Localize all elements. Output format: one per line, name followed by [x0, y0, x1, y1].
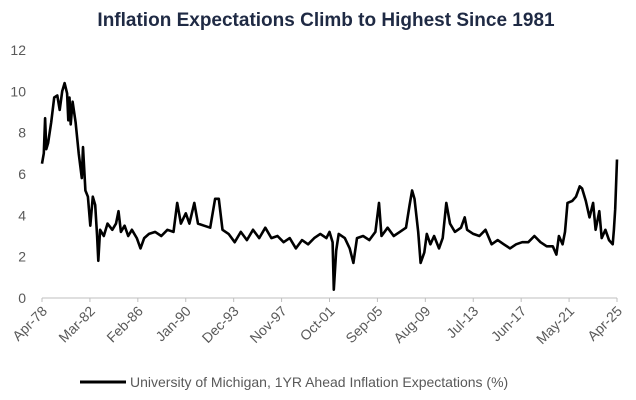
x-tick-label: Jun-17 — [488, 303, 530, 345]
line-series — [40, 81, 619, 291]
y-tick-label: 0 — [18, 290, 26, 306]
y-tick-label: 4 — [18, 207, 26, 223]
y-tick-label: 8 — [18, 125, 26, 141]
x-tick-label: Jan-90 — [152, 303, 194, 345]
x-tick-label: Apr-78 — [9, 303, 50, 344]
y-tick-label: 10 — [10, 83, 26, 99]
x-tick-label: Apr-25 — [584, 303, 625, 344]
x-tick-label: Sep-05 — [342, 303, 385, 346]
y-tick-label: 6 — [18, 166, 26, 182]
chart-title: Inflation Expectations Climb to Highest … — [97, 10, 555, 31]
y-tick-label: 2 — [18, 249, 26, 265]
x-tick-label: Feb-86 — [103, 303, 146, 346]
x-tick-label: Jul-13 — [443, 303, 481, 341]
x-tick-label: May-21 — [533, 303, 577, 347]
x-tick-label: Mar-82 — [55, 303, 98, 346]
y-tick-label: 12 — [10, 42, 26, 58]
x-tick-label: Dec-93 — [199, 303, 242, 346]
x-tick-label: Aug-09 — [390, 303, 433, 346]
x-tick-label: Nov-97 — [246, 303, 289, 346]
legend-label: University of Michigan, 1YR Ahead Inflat… — [130, 374, 508, 390]
x-tick-label: Oct-01 — [297, 303, 338, 344]
